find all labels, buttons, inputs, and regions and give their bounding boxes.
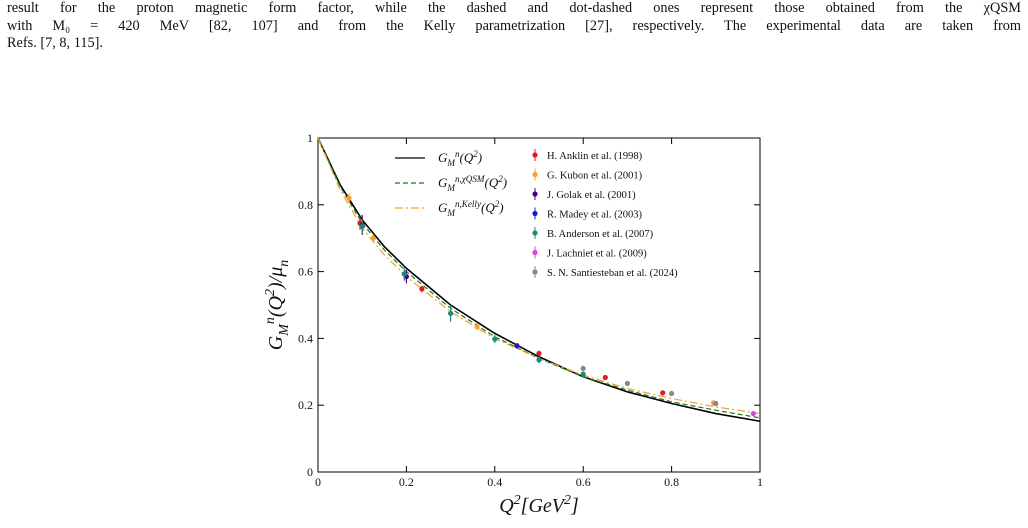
data-point xyxy=(660,390,666,396)
x-tick-label: 0 xyxy=(315,475,321,489)
legend-marker xyxy=(532,269,538,275)
data-point xyxy=(514,343,520,349)
data-point xyxy=(359,223,365,230)
data-point xyxy=(580,365,586,372)
data-point xyxy=(580,371,586,377)
x-tick-label: 0.4 xyxy=(487,475,502,489)
legend-marker xyxy=(532,191,538,197)
legend-marker xyxy=(532,230,538,236)
y-tick-label: 0.6 xyxy=(298,265,313,279)
legend-label: GMn,Kelly(Q2) xyxy=(438,199,504,218)
data-point xyxy=(750,410,756,417)
y-tick-label: 1 xyxy=(307,131,313,145)
y-tick-label: 0 xyxy=(307,465,313,479)
y-tick-label: 0.8 xyxy=(298,198,313,212)
text-line: with M₀ = 420 MeV [82, 107] and from the… xyxy=(7,17,1021,34)
data-point xyxy=(713,400,719,407)
legend-label: GMn(Q2) xyxy=(438,149,482,168)
data-point xyxy=(346,195,352,201)
legend-marker xyxy=(532,171,538,178)
x-tick-label: 0.8 xyxy=(664,475,679,489)
legend-label: S. N. Santiesteban et al. (2024) xyxy=(547,268,678,279)
x-tick-label: 0.2 xyxy=(399,475,414,489)
curve xyxy=(317,137,761,419)
data-point xyxy=(602,374,608,381)
data-point xyxy=(536,350,542,357)
legend-label: B. Anderson et al. (2007) xyxy=(547,229,654,240)
data-point xyxy=(419,286,425,292)
legend-label: J. Lachniet et al. (2009) xyxy=(547,249,647,260)
y-tick-label: 0.4 xyxy=(298,331,313,345)
legend-label: H. Anklin et al. (1998) xyxy=(547,151,643,162)
data-point xyxy=(536,357,542,363)
x-axis-label: Q2[GeV2] xyxy=(499,493,579,517)
y-tick-label: 0.2 xyxy=(298,398,313,412)
legend-label: R. Madey et al. (2003) xyxy=(547,210,643,221)
legend-marker xyxy=(532,210,538,217)
legend-label: G. Kubon et al. (2001) xyxy=(547,171,643,182)
y-axis-label: GMn(Q2)/μn xyxy=(263,260,292,351)
data-point xyxy=(448,310,454,316)
plot-frame xyxy=(317,137,761,473)
paragraph: result for the proton magnetic form fact… xyxy=(7,0,1021,53)
x-tick-label: 1 xyxy=(757,475,763,489)
legend-label: GMn,χQSM(Q2) xyxy=(438,174,507,193)
data-point xyxy=(401,271,407,277)
data-point xyxy=(624,380,631,387)
curve xyxy=(317,137,761,415)
text-line: Refs. [7, 8, 115]. xyxy=(7,35,103,51)
data-point xyxy=(669,390,675,397)
curve xyxy=(317,137,761,423)
legend-marker xyxy=(532,152,538,158)
legend-label: J. Golak et al. (2001) xyxy=(547,190,636,201)
x-tick-label: 0.6 xyxy=(576,475,591,489)
text-line: result for the proton magnetic form fact… xyxy=(7,0,1021,16)
data-point xyxy=(370,235,376,241)
data-point xyxy=(492,336,498,342)
data-point xyxy=(474,324,480,330)
legend-marker xyxy=(532,249,538,256)
